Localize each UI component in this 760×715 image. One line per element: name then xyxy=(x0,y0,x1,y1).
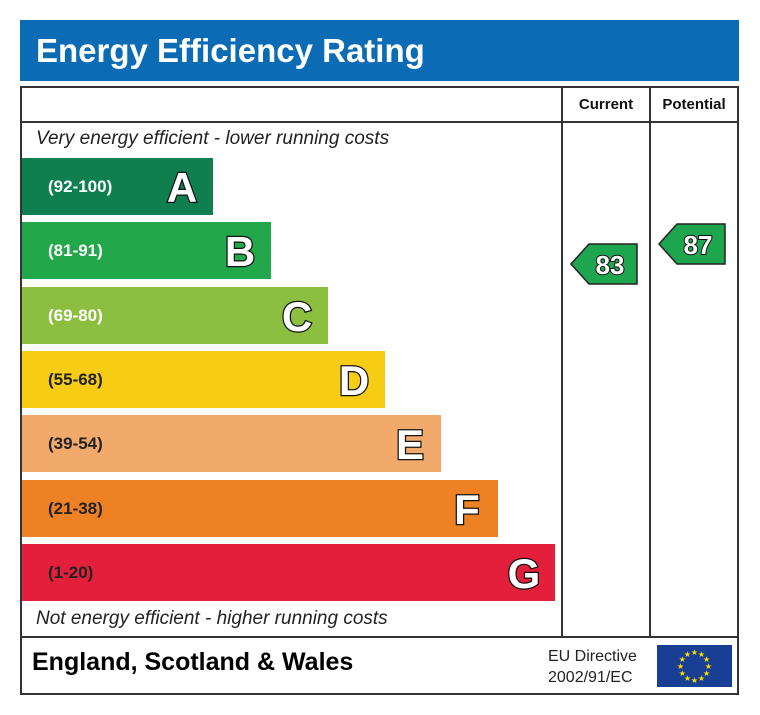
band-letter: A xyxy=(166,163,199,212)
divider xyxy=(20,121,739,123)
divider xyxy=(649,86,651,638)
svg-text:F: F xyxy=(454,486,480,533)
band-b: (81-91) B xyxy=(22,222,271,280)
current-header: Current xyxy=(578,96,634,113)
svg-text:★: ★ xyxy=(684,674,691,683)
directive-line2: 2002/91/EC xyxy=(548,669,633,686)
svg-text:★: ★ xyxy=(679,669,686,678)
directive-line1: EU Directive xyxy=(548,648,637,665)
divider xyxy=(20,636,739,638)
band-letter: C xyxy=(281,291,314,340)
potential-rating-arrow: 87 xyxy=(657,223,726,265)
band-range: (69-80) xyxy=(48,305,103,325)
eu-flag-icon: ★ ★ ★ ★ ★ ★ ★ ★ ★ ★ ★ ★ xyxy=(657,645,732,687)
potential-header: Potential xyxy=(662,96,726,113)
band-letter: B xyxy=(224,227,257,276)
band-range: (21-38) xyxy=(48,498,103,518)
chart-frame xyxy=(20,86,739,695)
svg-text:★: ★ xyxy=(691,648,698,657)
svg-text:87: 87 xyxy=(684,230,713,260)
band-letter: G xyxy=(506,549,541,598)
band-e: (39-54) E xyxy=(22,415,441,473)
svg-text:★: ★ xyxy=(679,655,686,664)
svg-text:E: E xyxy=(396,421,424,468)
svg-text:C: C xyxy=(282,293,312,340)
svg-text:★: ★ xyxy=(703,655,710,664)
band-f: (21-38) F xyxy=(22,479,498,537)
region-label: England, Scotland & Wales xyxy=(32,648,354,676)
divider xyxy=(561,86,563,638)
band-range: (39-54) xyxy=(48,434,103,454)
band-g: (1-20) G xyxy=(22,543,555,601)
eu-directive: EU Directive 2002/91/EC xyxy=(548,646,637,688)
page-title: Energy Efficiency Rating xyxy=(20,20,739,81)
band-a: (92-100) A xyxy=(22,158,213,215)
svg-text:83: 83 xyxy=(596,250,625,280)
band-range: (92-100) xyxy=(48,177,113,196)
current-rating-arrow: 83 xyxy=(569,243,638,285)
band-letter: F xyxy=(453,484,481,533)
band-c: (69-80) C xyxy=(22,286,328,344)
band-range: (81-91) xyxy=(48,241,103,261)
top-note: Very energy efficient - lower running co… xyxy=(36,128,390,149)
bottom-note: Not energy efficient - higher running co… xyxy=(36,608,388,629)
svg-text:★: ★ xyxy=(703,669,710,678)
svg-text:D: D xyxy=(339,357,369,404)
svg-text:★: ★ xyxy=(705,662,712,671)
band-range: (1-20) xyxy=(48,562,94,582)
svg-text:★: ★ xyxy=(698,674,705,683)
svg-text:★: ★ xyxy=(691,676,698,685)
svg-text:G: G xyxy=(508,550,541,597)
svg-text:★: ★ xyxy=(698,650,705,659)
svg-text:★: ★ xyxy=(677,662,684,671)
svg-text:B: B xyxy=(225,228,255,275)
svg-text:★: ★ xyxy=(684,650,691,659)
svg-text:A: A xyxy=(167,164,197,211)
band-d: (55-68) D xyxy=(22,350,385,408)
band-range: (55-68) xyxy=(48,369,103,389)
band-letter: E xyxy=(395,420,426,469)
band-letter: D xyxy=(338,356,371,405)
